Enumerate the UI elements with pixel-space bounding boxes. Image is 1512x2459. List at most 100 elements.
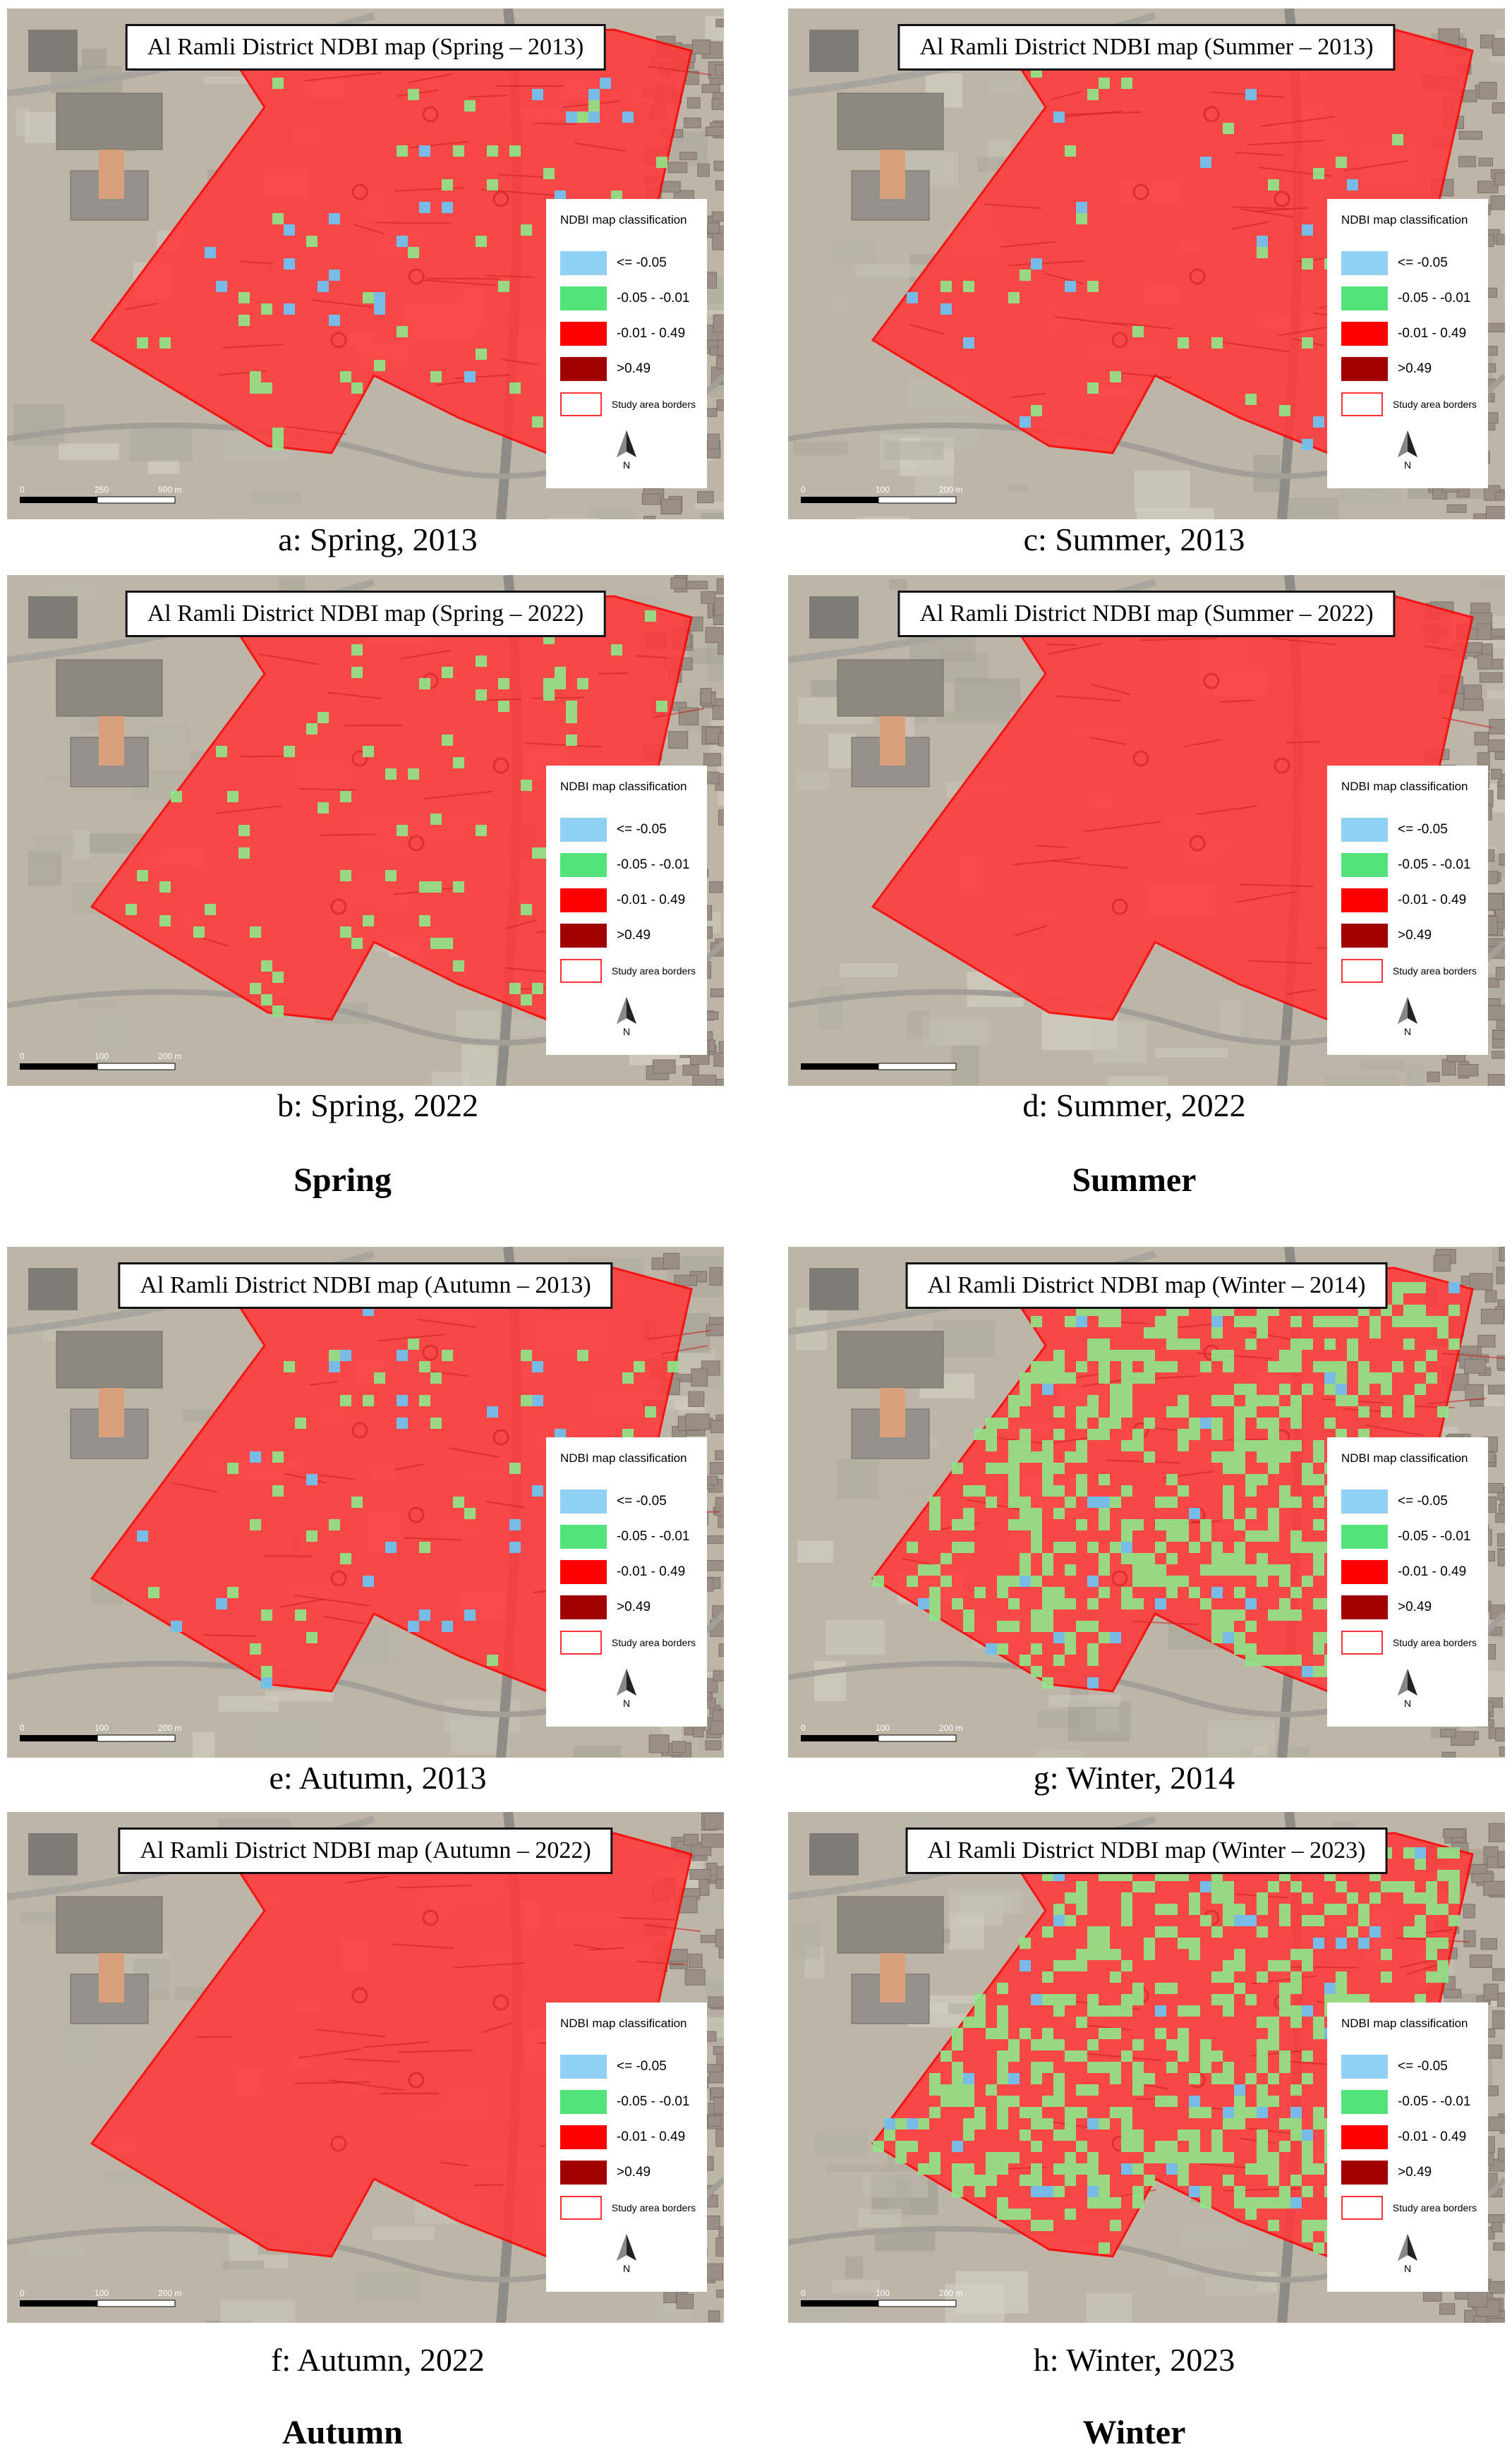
- legend-swatch: [1341, 357, 1388, 381]
- legend-title: NDBI map classification: [1341, 2017, 1468, 2030]
- map-panel-winter-2014: Al Ramli District NDBI map (Winter – 201…: [788, 1247, 1505, 1758]
- legend-swatch: [560, 1560, 607, 1584]
- scale-tick-label: 100: [876, 2288, 890, 2298]
- scale-tick-label: 200 m: [939, 1723, 962, 1733]
- scale-bar: 0 100 200 m: [20, 2288, 181, 2307]
- scale-tick-label: 100: [95, 1051, 109, 1061]
- legend-swatch: [1341, 1490, 1388, 1514]
- legend-label: <= -0.05: [617, 1494, 667, 1509]
- scale-tick-label: 0: [20, 2288, 25, 2298]
- legend-item: Study area borders: [1341, 953, 1477, 989]
- legend: NDBI map classification <= -0.05 -0.05 - -…: [1327, 199, 1488, 488]
- legend-label: Study area borders: [1392, 965, 1477, 977]
- north-arrow-icon: N: [1398, 430, 1417, 471]
- scale-tick-label: 200 m: [158, 1723, 181, 1733]
- legend-item: -0.05 - -0.01: [560, 1519, 696, 1554]
- map-title: Al Ramli District NDBI map (Summer – 201…: [897, 24, 1396, 71]
- caption-spring-2013: a: Spring, 2013: [278, 521, 478, 557]
- north-label: N: [1404, 1026, 1411, 1037]
- scale-tick-label: 200 m: [939, 2288, 962, 2298]
- scale-tick-label: 0: [801, 485, 806, 495]
- map-panel-autumn-2022: Al Ramli District NDBI map (Autumn – 202…: [7, 1812, 724, 2323]
- legend-label: -0.01 - 0.49: [617, 2129, 686, 2144]
- legend-item: >0.49: [560, 918, 696, 953]
- legend-label: >0.49: [1398, 2165, 1432, 2180]
- legend-item: -0.01 - 0.49: [560, 316, 696, 351]
- legend-swatch: [560, 1595, 607, 1619]
- legend-item: >0.49: [1341, 351, 1477, 387]
- legend-swatch: [1341, 924, 1388, 948]
- legend-item: >0.49: [1341, 1590, 1477, 1625]
- legend-label: Study area borders: [1392, 1637, 1477, 1648]
- legend-item: Study area borders: [1341, 387, 1477, 422]
- legend-item: <= -0.05: [1341, 2049, 1477, 2084]
- scale-bar: 0 100 200 m: [801, 485, 962, 504]
- legend-item: -0.05 - -0.01: [1341, 1519, 1477, 1554]
- scale-bar: 0 100 200 m: [20, 1051, 181, 1070]
- legend-swatch: [560, 1631, 602, 1655]
- scale-bar: 0 100 200 m: [801, 2288, 962, 2307]
- legend-item: >0.49: [1341, 2155, 1477, 2190]
- north-arrow-icon: N: [617, 1669, 636, 1709]
- legend-item: -0.01 - 0.49: [1341, 316, 1477, 351]
- legend-title: NDBI map classification: [1341, 1451, 1468, 1465]
- legend-item: >0.49: [560, 1590, 696, 1625]
- scale-tick-label: 200 m: [939, 485, 962, 495]
- scale-tick-label: 0: [801, 2288, 806, 2298]
- legend: NDBI map classification <= -0.05 -0.05 - -…: [546, 766, 707, 1055]
- legend-swatch: [1341, 251, 1388, 275]
- legend-swatch: [1341, 959, 1383, 983]
- legend-item: Study area borders: [560, 2190, 696, 2225]
- legend-swatch: [560, 2196, 602, 2220]
- scale-bar: [801, 1063, 957, 1070]
- scale-tick-label: 0: [20, 1723, 25, 1733]
- season-heading-winter: Winter: [1082, 2414, 1186, 2451]
- legend-item: >0.49: [1341, 918, 1477, 953]
- legend-swatch: [560, 818, 607, 842]
- legend-item: -0.05 - -0.01: [1341, 2084, 1477, 2120]
- legend-label: -0.05 - -0.01: [1398, 291, 1471, 306]
- legend-label: -0.01 - 0.49: [1398, 2129, 1467, 2144]
- legend-label: <= -0.05: [1398, 2059, 1448, 2074]
- legend-swatch: [560, 251, 607, 275]
- legend-title: NDBI map classification: [560, 213, 687, 226]
- legend-item: Study area borders: [560, 953, 696, 989]
- legend-label: <= -0.05: [1398, 822, 1448, 837]
- map-panel-spring-2022: Al Ramli District NDBI map (Spring – 202…: [7, 575, 724, 1086]
- legend-title: NDBI map classification: [560, 780, 687, 793]
- scale-tick-label: 100: [95, 2288, 109, 2298]
- season-heading-summer: Summer: [1072, 1161, 1197, 1199]
- season-heading-autumn: Autumn: [282, 2414, 403, 2451]
- legend-swatch: [1341, 1595, 1388, 1619]
- legend-label: -0.05 - -0.01: [1398, 857, 1471, 872]
- map-title: Al Ramli District NDBI map (Autumn – 201…: [118, 1262, 613, 1309]
- legend-item: -0.01 - 0.49: [1341, 883, 1477, 918]
- legend-swatch: [560, 1490, 607, 1514]
- legend-label: >0.49: [617, 2165, 651, 2180]
- north-label: N: [623, 1698, 630, 1709]
- caption-spring-2022: b: Spring, 2022: [277, 1087, 478, 1123]
- north-label: N: [1404, 459, 1411, 471]
- legend-swatch: [1341, 1560, 1388, 1584]
- scale-tick-label: 0: [20, 485, 25, 495]
- legend-item: -0.01 - 0.49: [1341, 1554, 1477, 1590]
- season-heading-spring: Spring: [294, 1161, 392, 1199]
- legend-item: >0.49: [560, 351, 696, 387]
- legend-item: -0.01 - 0.49: [560, 1554, 696, 1590]
- legend-item: -0.05 - -0.01: [560, 281, 696, 316]
- legend-swatch: [1341, 818, 1388, 842]
- north-arrow-icon: N: [617, 997, 636, 1037]
- scale-tick-label: 200 m: [158, 2288, 181, 2298]
- legend-item: -0.01 - 0.49: [1341, 2120, 1477, 2155]
- legend-label: -0.01 - 0.49: [1398, 893, 1467, 907]
- legend-item: -0.05 - -0.01: [1341, 281, 1477, 316]
- legend-swatch: [560, 357, 607, 381]
- north-label: N: [1404, 2263, 1411, 2274]
- legend-label: -0.05 - -0.01: [617, 291, 690, 306]
- legend-swatch: [560, 2161, 607, 2185]
- north-arrow-icon: N: [1398, 1669, 1417, 1709]
- scale-tick-label: 200 m: [158, 1051, 181, 1061]
- legend: NDBI map classification <= -0.05 -0.05 - -…: [546, 1437, 707, 1727]
- legend-swatch: [1341, 286, 1388, 310]
- scale-bar: 0 250 500 m: [20, 485, 181, 504]
